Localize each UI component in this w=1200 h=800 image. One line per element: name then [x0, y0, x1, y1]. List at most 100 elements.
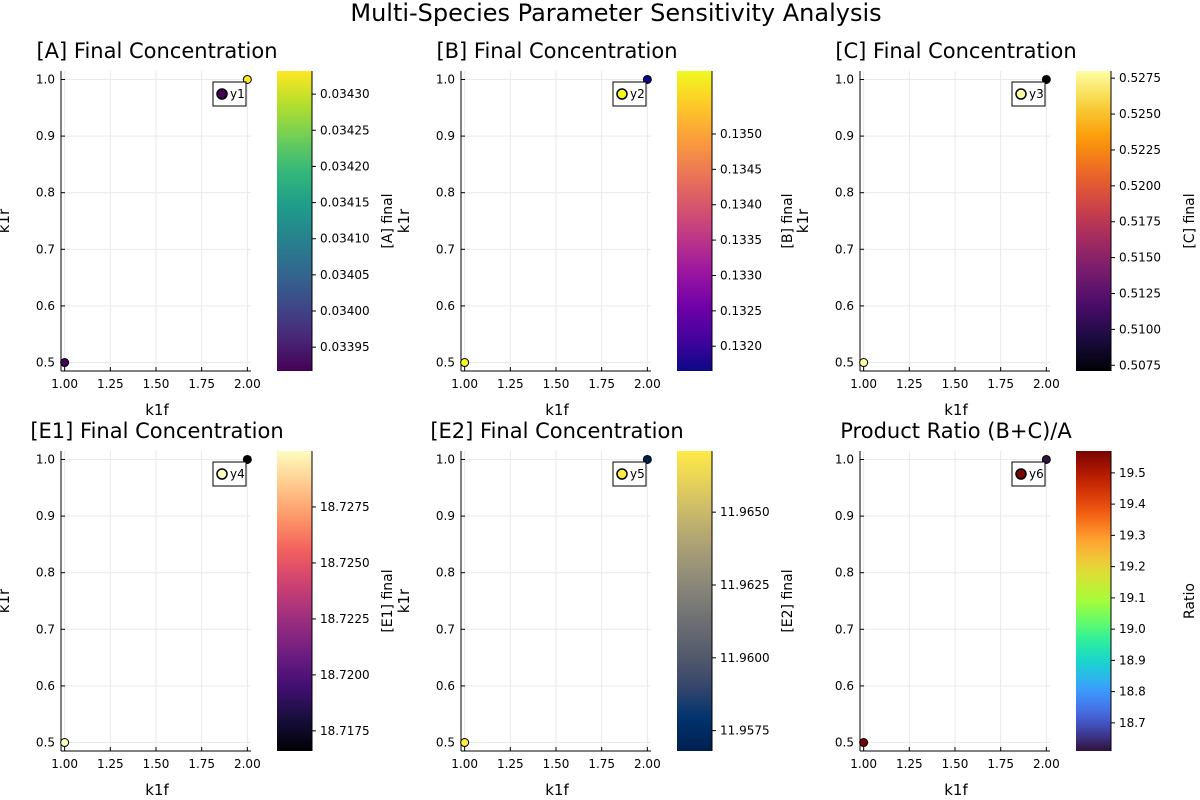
colorbar-tick-label: 11.9575: [720, 724, 770, 738]
y-axis-label: k1r: [0, 208, 13, 233]
y-tick-label: 0.5: [835, 356, 854, 370]
x-axis-label: k1f: [944, 401, 968, 419]
colorbar-label: [E2] final: [780, 569, 796, 632]
colorbar-tick-label: 19.5: [1119, 466, 1146, 480]
colorbar-tick-label: 0.03425: [320, 123, 370, 137]
x-tick-label: 2.00: [634, 377, 661, 391]
y-axis-label: k1r: [395, 588, 413, 613]
data-point: [242, 74, 252, 84]
legend-label: y2: [630, 87, 645, 101]
subplot-title: Product Ratio (B+C)/A: [840, 419, 1072, 443]
legend: y5: [612, 461, 647, 487]
legend-marker: [1015, 88, 1027, 100]
colorbar-tick-label: 19.0: [1119, 622, 1146, 636]
y-tick-label: 0.8: [436, 566, 455, 580]
y-tick-label: 0.8: [36, 186, 55, 200]
colorbar-tick-label: 0.03415: [320, 196, 370, 210]
subplot-title: [A] Final Concentration: [36, 39, 277, 63]
legend: y3: [1011, 81, 1046, 107]
x-tick-label: 1.75: [588, 757, 615, 771]
x-tick-label: 1.50: [942, 377, 969, 391]
colorbar-tick-label: 18.7200: [320, 668, 370, 682]
x-tick-label: 1.75: [588, 377, 615, 391]
y-tick-label: 0.8: [835, 566, 854, 580]
data-point: [242, 454, 252, 464]
y-tick-label: 0.7: [835, 242, 854, 256]
x-tick-label: 1.75: [188, 757, 215, 771]
colorbar-tick-label: 0.5150: [1119, 251, 1161, 265]
data-point: [642, 74, 652, 84]
x-tick-label: 2.00: [1033, 377, 1060, 391]
y-tick-label: 0.8: [36, 566, 55, 580]
y-tick-label: 0.5: [436, 356, 455, 370]
x-tick-label: 1.25: [896, 377, 923, 391]
y-tick-label: 0.9: [835, 129, 854, 143]
y-tick-label: 0.6: [36, 299, 55, 313]
legend-label: y6: [1029, 467, 1044, 481]
data-point: [60, 738, 70, 748]
colorbar-label: [C] final: [1182, 193, 1198, 248]
x-axis-label: k1f: [545, 781, 569, 799]
y-tick-label: 0.5: [36, 736, 55, 750]
colorbar-label: Ratio: [1182, 583, 1198, 619]
colorbar-tick-label: 0.03420: [320, 159, 370, 173]
legend: y6: [1011, 461, 1046, 487]
colorbar-tick-label: 18.7275: [320, 500, 370, 514]
colorbar-tick-label: 0.1350: [720, 127, 762, 141]
x-tick-label: 1.00: [51, 757, 78, 771]
x-tick-label: 2.00: [234, 377, 261, 391]
y-tick-label: 0.6: [436, 299, 455, 313]
colorbar: [277, 451, 312, 751]
y-tick-label: 1.0: [36, 72, 55, 86]
legend-marker: [1015, 468, 1027, 480]
subplot-1: [A] Final Concentration 1.00 1.25 1.50 1.75 2…: [0, 39, 396, 419]
y-tick-label: 0.7: [835, 622, 854, 636]
colorbar: [277, 71, 312, 371]
data-point: [1041, 74, 1051, 84]
y-tick-label: 0.9: [436, 509, 455, 523]
colorbar-tick-label: 0.5100: [1119, 322, 1161, 336]
y-tick-label: 0.5: [436, 736, 455, 750]
data-point: [642, 454, 652, 464]
figure-title: Multi-Species Parameter Sensitivity Anal…: [350, 0, 881, 27]
colorbar-tick-label: 11.9625: [720, 578, 770, 592]
y-tick-label: 0.9: [36, 129, 55, 143]
colorbar-tick-label: 19.1: [1119, 591, 1146, 605]
colorbar-tick-label: 0.5200: [1119, 179, 1161, 193]
x-tick-label: 1.50: [543, 757, 570, 771]
data-point: [60, 358, 70, 368]
x-tick-label: 1.25: [97, 377, 124, 391]
x-axis-label: k1f: [145, 781, 169, 799]
x-axis-label: k1f: [944, 781, 968, 799]
x-tick-label: 1.50: [143, 377, 170, 391]
legend-label: y5: [630, 467, 645, 481]
colorbar: [677, 71, 712, 371]
y-tick-label: 1.0: [436, 452, 455, 466]
colorbar: [1076, 71, 1111, 371]
y-axis-label: k1r: [794, 208, 812, 233]
x-tick-label: 1.00: [451, 757, 478, 771]
colorbar-tick-label: 0.03430: [320, 87, 370, 101]
colorbar-tick-label: 19.3: [1119, 528, 1146, 542]
x-tick-label: 1.50: [942, 757, 969, 771]
colorbar-tick-label: 0.5275: [1119, 71, 1161, 85]
colorbar-tick-label: 11.9600: [720, 651, 770, 665]
y-tick-label: 0.6: [835, 679, 854, 693]
y-tick-label: 0.8: [436, 186, 455, 200]
subplot-title: [C] Final Concentration: [835, 39, 1076, 63]
legend-label: y1: [230, 87, 245, 101]
x-tick-label: 2.00: [234, 757, 261, 771]
subplot-4: [E1] Final Concentration 1.00 1.25 1.50 1.75…: [0, 419, 396, 799]
legend-label: y3: [1029, 87, 1044, 101]
x-tick-label: 1.00: [51, 377, 78, 391]
y-tick-label: 0.9: [835, 509, 854, 523]
colorbar-tick-label: 18.7: [1119, 716, 1146, 730]
y-axis-label: k1r: [395, 208, 413, 233]
subplot-title: [E1] Final Concentration: [30, 419, 283, 443]
x-tick-label: 1.75: [987, 757, 1014, 771]
colorbar-tick-label: 0.5250: [1119, 107, 1161, 121]
x-tick-label: 1.25: [497, 377, 524, 391]
colorbar-tick-label: 0.03400: [320, 304, 370, 318]
y-tick-label: 1.0: [835, 72, 854, 86]
